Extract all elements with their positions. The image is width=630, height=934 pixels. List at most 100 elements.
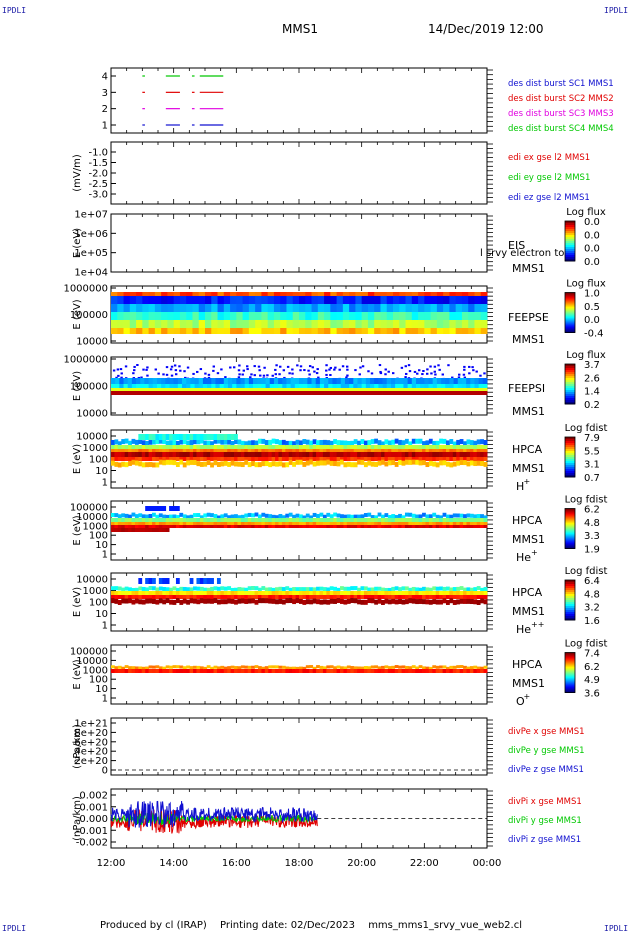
spec-cell (247, 449, 252, 452)
spec-cell (145, 666, 149, 670)
spec-cell (172, 440, 177, 446)
colorbar-cell (565, 310, 575, 313)
spec-cell (474, 378, 480, 384)
spec-cell (230, 598, 235, 604)
spec-cell (428, 666, 433, 670)
spec-cell (381, 587, 385, 592)
spec-cell (480, 587, 484, 592)
spec-cell (120, 372, 123, 375)
spec-cell (367, 598, 372, 604)
spec-cell (216, 599, 221, 605)
spec-cell (148, 391, 154, 395)
spec-cell (346, 586, 351, 591)
spec-cell (196, 452, 201, 457)
colorbar-tick-label: 1.4 (584, 387, 600, 398)
spec-cell (459, 439, 464, 445)
colorbar-cell (565, 296, 575, 299)
spec-cell (198, 304, 206, 312)
spec-cell (128, 518, 132, 522)
spec-cell (189, 598, 194, 604)
spec-cell (227, 595, 232, 599)
spec-cell (296, 364, 299, 367)
spec-cell (468, 304, 475, 312)
colorbar-cell (565, 512, 575, 515)
y-tick-label: -3.0 (88, 190, 108, 201)
spec-cell (236, 312, 243, 320)
spec-cell (196, 525, 201, 528)
spec-cell (234, 461, 238, 467)
spec-cell (333, 457, 337, 461)
spec-cell (377, 591, 382, 595)
spec-cell (428, 599, 433, 605)
colorbar-cell (565, 247, 575, 250)
colorbar-cell (565, 364, 575, 367)
spec-cell (114, 586, 119, 591)
spec-cell (158, 518, 163, 522)
spec-cell (158, 457, 163, 461)
spec-cell (154, 328, 162, 334)
spec-cell (281, 665, 286, 669)
colorbar-frame (564, 652, 576, 693)
spec-cell (340, 457, 344, 461)
y-tick-label: 1 (102, 478, 108, 489)
spec-cell (435, 669, 440, 673)
spec-cell (302, 452, 307, 457)
spec-cell (326, 522, 331, 525)
spec-cell (466, 452, 471, 457)
spec-cell (425, 445, 430, 449)
spec-cell (169, 595, 173, 599)
spec-cell (471, 366, 474, 369)
spec-cell (267, 304, 275, 312)
spec-cell (278, 518, 283, 522)
spec-cell (271, 438, 276, 444)
spec-cell (342, 304, 350, 312)
spec-cell (280, 328, 287, 334)
spec-cell (403, 388, 409, 391)
spec-cell (469, 591, 474, 595)
spec-cell (205, 296, 212, 304)
spec-cell (271, 461, 276, 467)
spec-cell (441, 384, 446, 388)
spec-cell (466, 439, 471, 445)
spec-cell (227, 669, 232, 673)
spec-cell (384, 452, 389, 457)
spec-cell (268, 514, 273, 519)
spec-cell (217, 328, 225, 334)
spec-cell (261, 296, 269, 304)
spec-cell (247, 522, 252, 525)
spec-cell (179, 292, 187, 296)
spec-cell (355, 328, 363, 334)
spec-cell (131, 445, 136, 449)
spec-cell (474, 320, 482, 328)
spec-cell (237, 587, 242, 592)
spec-cell (247, 525, 252, 528)
spec-cell (199, 598, 204, 604)
spec-cell (452, 445, 457, 449)
spec-cell (240, 591, 245, 595)
spec-cell (456, 449, 461, 452)
spec-cell (442, 525, 447, 528)
spec-cell (261, 522, 266, 525)
spec-cell (281, 595, 286, 599)
spec-cell (456, 460, 461, 466)
spec-cell (474, 391, 480, 395)
spec-cell (336, 525, 341, 528)
spec-cell (158, 578, 163, 584)
spec-cell (213, 445, 218, 449)
spec-cell (395, 391, 400, 395)
spec-cell (253, 391, 258, 395)
spec-cell (123, 296, 131, 304)
spec-cell (216, 438, 221, 444)
spec-cell (343, 666, 348, 670)
spec-cell (309, 445, 314, 449)
spec-cell (387, 599, 392, 605)
spec-cell (340, 518, 344, 522)
spec-cell (216, 449, 221, 452)
spec-cell (286, 365, 290, 368)
spec-cell (466, 669, 471, 673)
spec-cell (326, 599, 331, 605)
spec-cell (357, 595, 361, 599)
colorbar-tick-label: 0.7 (584, 473, 600, 484)
colorbar-frame (564, 508, 576, 549)
spec-cell (285, 440, 290, 446)
